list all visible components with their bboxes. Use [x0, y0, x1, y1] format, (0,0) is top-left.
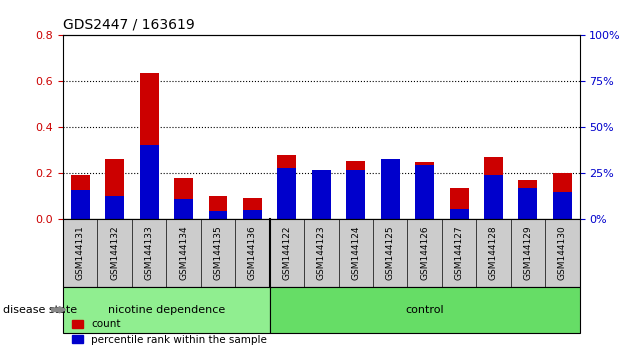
Bar	[277, 168, 296, 219]
Bar	[553, 192, 572, 219]
Text: disease state: disease state	[3, 305, 77, 315]
Bar	[277, 155, 296, 219]
Bar	[415, 162, 434, 219]
Text: GDS2447 / 163619: GDS2447 / 163619	[63, 18, 195, 32]
Bar	[105, 196, 124, 219]
Bar	[71, 175, 89, 219]
Bar	[140, 73, 159, 219]
Bar	[209, 196, 227, 219]
Bar	[346, 161, 365, 219]
Text: GSM144131: GSM144131	[76, 226, 84, 280]
Bar	[174, 199, 193, 219]
Bar	[381, 159, 399, 219]
Text: GSM144127: GSM144127	[455, 226, 464, 280]
Text: GSM144125: GSM144125	[386, 226, 394, 280]
Bar	[209, 211, 227, 219]
Text: GSM144123: GSM144123	[317, 226, 326, 280]
Text: GSM144133: GSM144133	[145, 226, 154, 280]
Bar	[312, 170, 331, 219]
Text: GSM144126: GSM144126	[420, 226, 429, 280]
Bar	[484, 175, 503, 219]
Bar	[140, 145, 159, 219]
Bar	[381, 159, 399, 219]
Bar	[105, 159, 124, 219]
Bar	[415, 165, 434, 219]
Bar	[484, 157, 503, 219]
Text: nicotine dependence: nicotine dependence	[108, 305, 225, 315]
Bar	[450, 188, 469, 219]
Text: GSM144128: GSM144128	[489, 226, 498, 280]
Text: GSM144134: GSM144134	[179, 226, 188, 280]
Text: GSM144135: GSM144135	[214, 226, 222, 280]
Bar	[518, 181, 537, 219]
Text: GSM144129: GSM144129	[524, 226, 532, 280]
Text: GSM144136: GSM144136	[248, 226, 257, 280]
Bar	[518, 188, 537, 219]
Text: GSM144124: GSM144124	[352, 226, 360, 280]
Bar	[71, 189, 89, 219]
Text: GSM144130: GSM144130	[558, 226, 567, 280]
Bar	[450, 209, 469, 219]
Bar	[312, 170, 331, 219]
Legend: count, percentile rank within the sample: count, percentile rank within the sample	[68, 315, 271, 349]
Text: GSM144122: GSM144122	[282, 226, 291, 280]
Bar	[346, 170, 365, 219]
Text: GSM144132: GSM144132	[110, 226, 119, 280]
Bar	[174, 178, 193, 219]
Bar	[243, 198, 262, 219]
Text: control: control	[405, 305, 444, 315]
Bar	[553, 173, 572, 219]
Bar	[243, 210, 262, 219]
